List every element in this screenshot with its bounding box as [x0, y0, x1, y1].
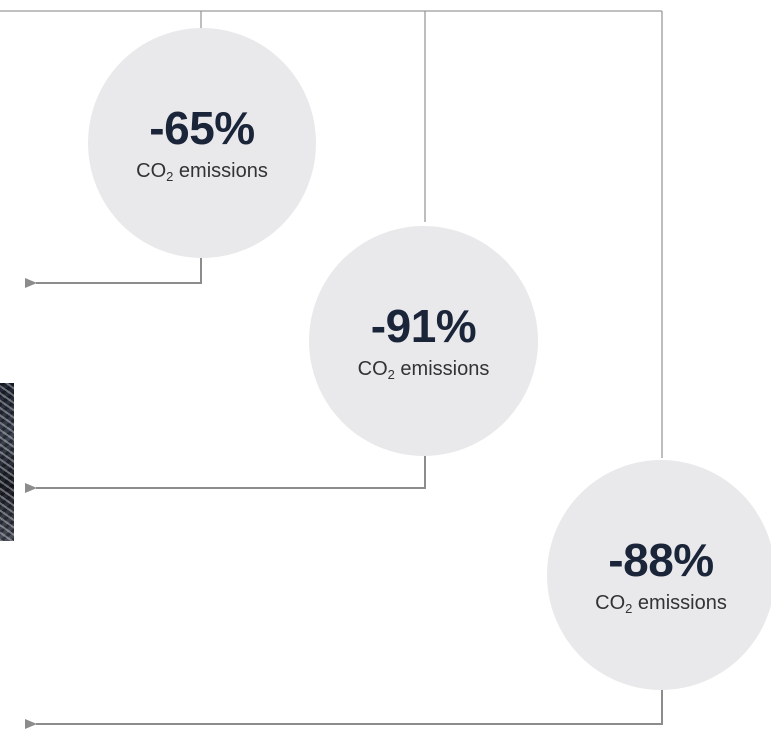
reduction-label: CO2 emissions	[357, 358, 490, 382]
reduction-bubble-1: -65% CO2 emissions	[88, 28, 316, 258]
reduction-label: CO2 emissions	[595, 592, 727, 616]
reduction-label: CO2 emissions	[136, 160, 268, 184]
reduction-bubble-2: -91% CO2 emissions	[309, 226, 538, 456]
reduction-value: -91%	[370, 300, 477, 352]
return-arrow-3	[25, 690, 663, 729]
reduction-value: -88%	[608, 534, 714, 586]
return-arrow-2	[25, 456, 426, 493]
reduction-bubble-3: -88% CO2 emissions	[547, 460, 771, 690]
reduction-value: -65%	[149, 102, 255, 154]
photo-fragment	[0, 383, 14, 541]
return-arrow-1	[25, 258, 202, 288]
